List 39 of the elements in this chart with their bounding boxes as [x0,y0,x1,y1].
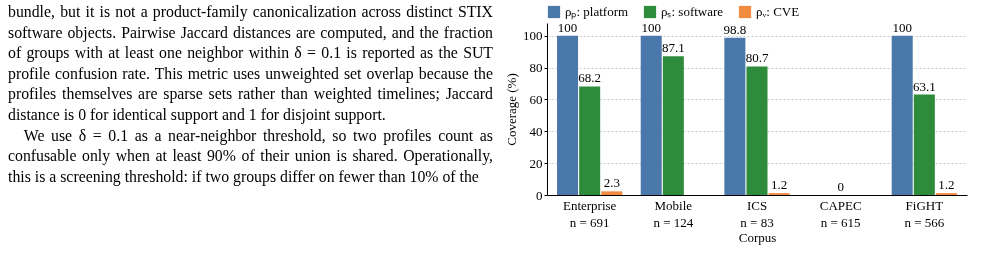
data-label: 68.2 [578,70,602,86]
x-axis-title: Corpus [738,229,777,245]
data-label: 100 [892,19,912,35]
y-tick-label: 60 [529,91,543,107]
bar [662,56,684,195]
text: We use δ = 0.1 as a near-neighbor threshold, so two profiles count as confusable only when at least 90% of their union is shared. Operationally, this is a screening threshold: if two groups differ on fewer than 10% of the [8,125,493,188]
bar [579,86,601,195]
data-label: 80.7 [745,50,769,66]
y-tick-label: 0 [536,187,543,203]
legend-label: ρₛ: software [661,4,724,19]
data-label: 2.3 [603,175,620,191]
bar [891,35,913,195]
bar [724,37,746,195]
x-tick-label: ICS n = 83 [740,197,774,230]
y-tick-label: 100 [523,28,543,44]
y-axis-title: Coverage (%) [504,73,519,146]
data-label: 0 [837,179,844,194]
text: bundle, but it is not a product-family canonicalization across distinct STIX software objects. Pairwise Jaccard distances are computed, and the fraction of groups with at least one neighbor within δ = 0.1 is reported as the SUT profile confusion rate. This metric uses unweighted set overlap because the profiles themselves are sparse sets rather than weighted timelines; Jaccard distance is 0 for identical support and 1 for disjoint support. [8,2,493,126]
data-label: 100 [557,19,578,35]
data-label: 100 [641,19,661,35]
data-label: 98.8 [723,21,747,37]
data-label: 1.2 [938,177,955,193]
bar [557,35,579,195]
bar [640,35,662,195]
bar [746,66,768,195]
data-label: 87.1 [661,40,685,56]
y-tick-label: 40 [529,123,543,139]
legend-label: ρₚ: platform [565,4,629,20]
y-tick-label: 20 [529,155,543,171]
x-tick-label: Enterprise n = 691 [562,197,617,230]
legend-label: ρᵥ: CVE [756,4,800,19]
y-tick-label: 80 [529,60,543,76]
data-label: 1.2 [771,177,788,193]
x-tick-label: Mobile n = 124 [653,197,694,230]
x-tick-label: CAPEC n = 615 [819,197,862,230]
data-label: 63.1 [912,78,936,94]
x-tick-label: FiGHT n = 566 [904,197,945,230]
bar [601,191,623,195]
bar [913,94,935,195]
